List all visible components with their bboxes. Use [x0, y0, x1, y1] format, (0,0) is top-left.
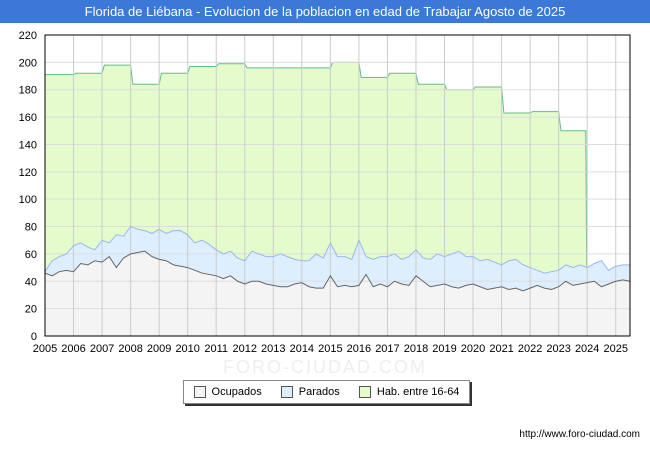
ocupados-line — [44, 250, 631, 292]
watermark: FORO-CIUDAD.COM — [223, 357, 427, 377]
x-tick-label: 2016 — [347, 343, 371, 355]
x-tick-label: 2012 — [233, 343, 257, 355]
legend-label: Ocupados — [211, 386, 262, 398]
legend-label: Hab. entre 16-64 — [376, 386, 460, 398]
legend-label: Parados — [298, 386, 340, 398]
x-tick-label: 2009 — [147, 343, 171, 355]
legend-item-ocupados: Ocupados — [193, 386, 262, 398]
x-tick-label: 2018 — [404, 343, 428, 355]
y-tick-label: 160 — [19, 112, 37, 124]
y-tick-label: 100 — [19, 194, 37, 206]
legend-swatch — [280, 386, 293, 398]
x-tick-label: 2011 — [204, 343, 228, 355]
ocupados-area — [45, 251, 630, 336]
y-tick-label: 140 — [19, 139, 37, 151]
x-tick-label: 2025 — [603, 343, 627, 355]
parados-line — [44, 225, 630, 274]
x-tick-label: 2017 — [375, 343, 399, 355]
x-tick-label: 2014 — [290, 343, 314, 355]
x-tick-label: 2023 — [546, 343, 570, 355]
y-tick-label: 0 — [31, 331, 37, 343]
x-tick-label: 2022 — [518, 343, 542, 355]
legend-swatch — [358, 386, 371, 398]
y-tick-label: 20 — [25, 304, 37, 316]
source-url[interactable]: http://www.foro-ciudad.com — [519, 429, 640, 440]
legend: Ocupados Parados Hab. entre 16-64 — [183, 380, 470, 404]
x-tick-label: 2021 — [489, 343, 513, 355]
x-tick-label: 2024 — [575, 343, 599, 355]
x-tick-label: 2010 — [175, 343, 199, 355]
y-tick-label: 180 — [19, 85, 37, 97]
x-tick-label: 2007 — [90, 343, 114, 355]
y-tick-label: 80 — [25, 222, 37, 234]
chart-title: Florida de Liébana - Evolucion de la pob… — [0, 0, 650, 23]
y-tick-label: 60 — [25, 249, 37, 261]
legend-item-parados: Parados — [280, 386, 340, 398]
y-tick-label: 40 — [25, 276, 37, 288]
x-tick-label: 2013 — [261, 343, 285, 355]
y-tick-label: 200 — [19, 57, 37, 69]
x-tick-label: 2006 — [61, 343, 85, 355]
x-tick-label: 2008 — [118, 343, 142, 355]
x-tick-label: 2020 — [461, 343, 485, 355]
x-tick-label: 2005 — [33, 343, 57, 355]
legend-swatch — [193, 386, 206, 398]
x-tick-label: 2019 — [432, 343, 456, 355]
y-tick-label: 120 — [19, 167, 37, 179]
x-tick-label: 2015 — [318, 343, 342, 355]
y-tick-label: 220 — [19, 30, 37, 42]
plot-border — [44, 34, 631, 337]
legend-item-hab: Hab. entre 16-64 — [358, 386, 460, 398]
